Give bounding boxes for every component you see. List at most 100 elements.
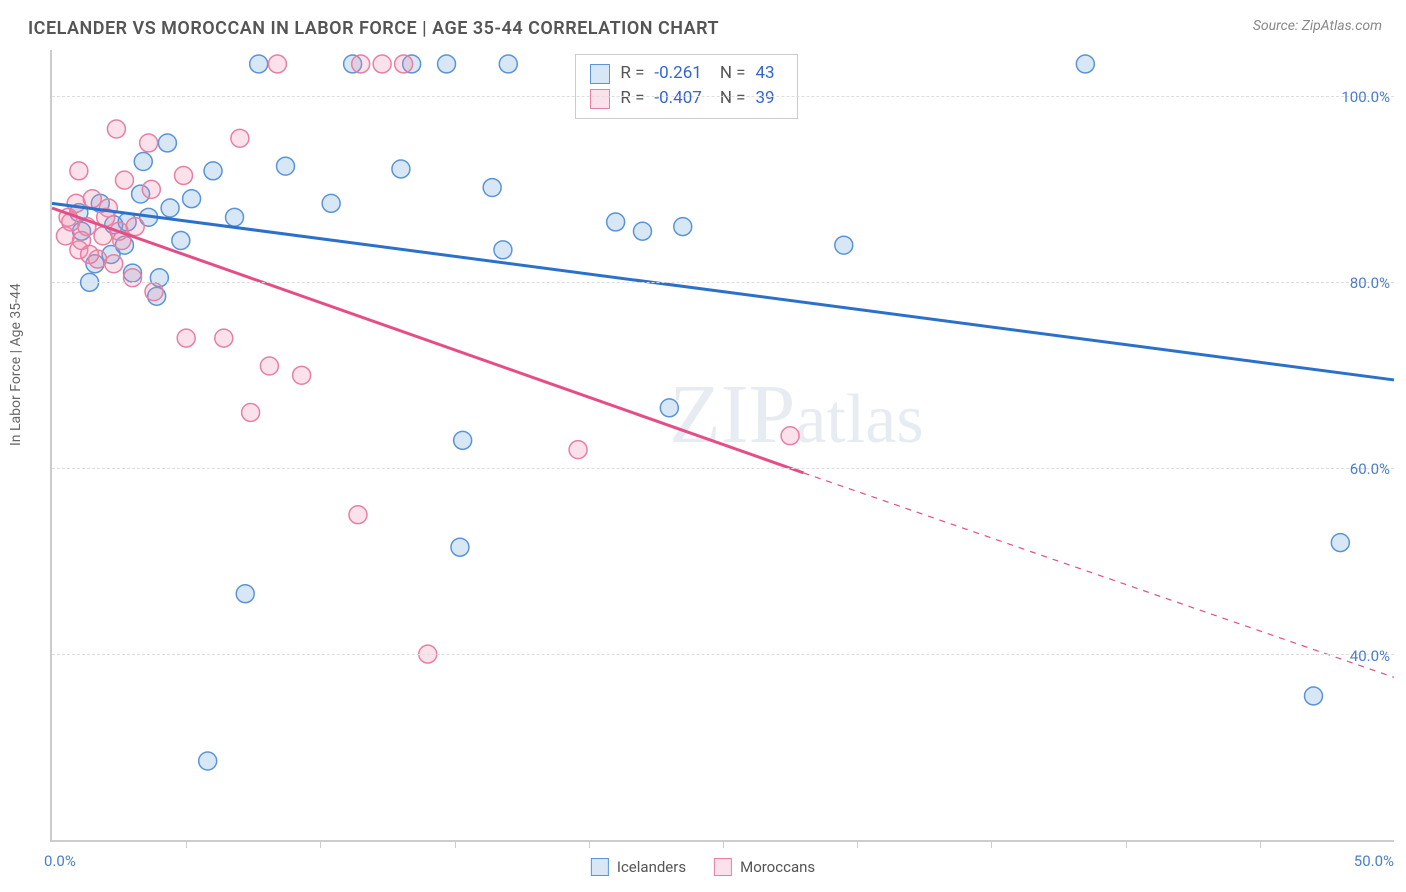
- data-point-icelanders: [494, 241, 512, 259]
- data-point-icelanders: [660, 399, 678, 417]
- data-point-moroccans: [145, 283, 163, 301]
- legend-label-moroccans: Moroccans: [740, 858, 815, 876]
- x-tick: [589, 840, 590, 848]
- data-point-moroccans: [105, 255, 123, 273]
- data-point-icelanders: [250, 55, 268, 73]
- data-point-moroccans: [83, 190, 101, 208]
- stats-row-icelanders: R = -0.261 N = 43: [590, 61, 782, 87]
- x-axis-min-label: 0.0%: [44, 852, 76, 870]
- data-point-icelanders: [199, 752, 217, 770]
- data-point-moroccans: [215, 329, 233, 347]
- data-point-icelanders: [172, 232, 190, 250]
- swatch-moroccans: [590, 89, 610, 109]
- data-point-icelanders: [451, 538, 469, 556]
- data-point-icelanders: [1304, 687, 1322, 705]
- legend-label-icelanders: Icelanders: [617, 858, 686, 876]
- series-legend: Icelanders Moroccans: [591, 858, 815, 876]
- data-point-icelanders: [236, 585, 254, 603]
- y-tick-label: 80.0%: [1350, 274, 1390, 292]
- data-point-moroccans: [373, 55, 391, 73]
- data-point-icelanders: [607, 213, 625, 231]
- data-point-moroccans: [177, 329, 195, 347]
- data-point-icelanders: [1331, 534, 1349, 552]
- r-label: R =: [620, 86, 644, 112]
- n-value-moroccans: 39: [756, 86, 775, 112]
- legend-item-moroccans: Moroccans: [714, 858, 815, 876]
- correlation-stats-box: R = -0.261 N = 43 R = -0.407 N = 39: [575, 54, 797, 119]
- data-point-icelanders: [392, 160, 410, 178]
- data-point-moroccans: [293, 366, 311, 384]
- data-point-moroccans: [70, 162, 88, 180]
- r-label: R =: [620, 61, 644, 87]
- data-point-moroccans: [349, 506, 367, 524]
- source-attribution: Source: ZipAtlas.com: [1253, 18, 1382, 34]
- data-point-moroccans: [126, 218, 144, 236]
- data-point-icelanders: [226, 208, 244, 226]
- trend-line-icelanders: [52, 203, 1394, 380]
- plot-area: ZIPatlas R = -0.261 N = 43 R = -0.407 N …: [50, 50, 1394, 842]
- x-tick: [991, 840, 992, 848]
- x-axis-max-label: 50.0%: [1354, 852, 1394, 870]
- data-point-moroccans: [268, 55, 286, 73]
- x-tick: [723, 840, 724, 848]
- stats-row-moroccans: R = -0.407 N = 39: [590, 86, 782, 112]
- data-point-moroccans: [242, 403, 260, 421]
- data-point-moroccans: [81, 245, 99, 263]
- legend-swatch-icelanders: [591, 858, 609, 876]
- data-point-icelanders: [277, 157, 295, 175]
- data-point-icelanders: [499, 55, 517, 73]
- data-point-icelanders: [161, 199, 179, 217]
- x-tick: [1126, 840, 1127, 848]
- n-label: N =: [720, 61, 746, 87]
- data-point-moroccans: [140, 134, 158, 152]
- data-point-icelanders: [183, 190, 201, 208]
- data-point-icelanders: [134, 153, 152, 171]
- y-tick-label: 100.0%: [1341, 88, 1390, 106]
- data-point-moroccans: [569, 441, 587, 459]
- chart-title: ICELANDER VS MOROCCAN IN LABOR FORCE | A…: [28, 18, 719, 39]
- data-point-moroccans: [352, 55, 370, 73]
- x-tick: [320, 840, 321, 848]
- trend-line-dashed-moroccans: [804, 473, 1394, 677]
- y-axis-label: In Labor Force | Age 35-44: [8, 283, 24, 446]
- data-point-icelanders: [454, 431, 472, 449]
- data-point-icelanders: [322, 194, 340, 212]
- gridline-horizontal: [52, 96, 1394, 97]
- data-point-icelanders: [633, 222, 651, 240]
- r-value-icelanders: -0.261: [654, 61, 701, 87]
- data-point-icelanders: [483, 179, 501, 197]
- data-point-icelanders: [204, 162, 222, 180]
- trend-line-moroccans: [52, 208, 804, 473]
- gridline-horizontal: [52, 654, 1394, 655]
- x-tick: [186, 840, 187, 848]
- chart-svg: [52, 50, 1394, 840]
- data-point-moroccans: [142, 180, 160, 198]
- r-value-moroccans: -0.407: [654, 86, 701, 112]
- data-point-moroccans: [175, 166, 193, 184]
- legend-item-icelanders: Icelanders: [591, 858, 686, 876]
- data-point-icelanders: [158, 134, 176, 152]
- data-point-moroccans: [781, 427, 799, 445]
- data-point-moroccans: [231, 129, 249, 147]
- data-point-moroccans: [67, 194, 85, 212]
- data-point-icelanders: [438, 55, 456, 73]
- n-value-icelanders: 43: [756, 61, 775, 87]
- data-point-moroccans: [124, 269, 142, 287]
- data-point-moroccans: [115, 171, 133, 189]
- gridline-horizontal: [52, 468, 1394, 469]
- legend-swatch-moroccans: [714, 858, 732, 876]
- data-point-moroccans: [260, 357, 278, 375]
- data-point-icelanders: [1076, 55, 1094, 73]
- gridline-horizontal: [52, 282, 1394, 283]
- x-tick: [455, 840, 456, 848]
- x-tick: [857, 840, 858, 848]
- data-point-moroccans: [395, 55, 413, 73]
- data-point-icelanders: [835, 236, 853, 254]
- n-label: N =: [720, 86, 746, 112]
- swatch-icelanders: [590, 64, 610, 84]
- x-tick: [1260, 840, 1261, 848]
- data-point-moroccans: [107, 120, 125, 138]
- y-tick-label: 60.0%: [1350, 460, 1390, 478]
- data-point-icelanders: [674, 218, 692, 236]
- y-tick-label: 40.0%: [1350, 647, 1390, 665]
